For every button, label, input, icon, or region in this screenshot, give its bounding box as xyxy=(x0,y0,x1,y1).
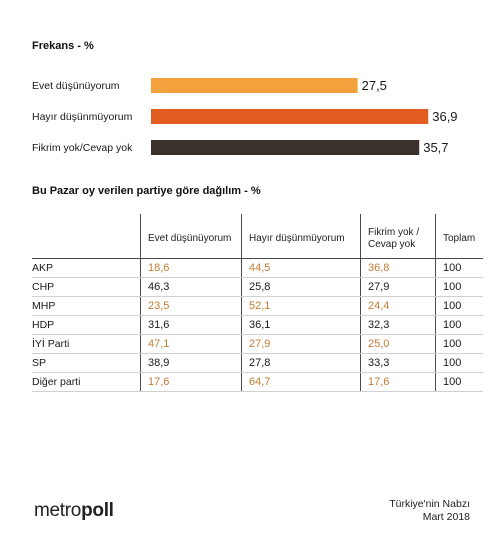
distribution-table: Evet düşünüyorum Hayır düşünmüyorum Fikr… xyxy=(32,214,483,392)
cell-toplam: 100 xyxy=(435,315,483,335)
cell-fikrim: 27,9 xyxy=(360,277,436,297)
bar-category-label: Fikrim yok/Cevap yok xyxy=(32,142,133,154)
table-row: Diğer parti 17,6 64,7 17,6 100 xyxy=(32,372,483,392)
cell-fikrim: 32,3 xyxy=(360,315,436,335)
cell-fikrim: 17,6 xyxy=(360,372,436,392)
cell-evet: 18,6 xyxy=(140,258,242,278)
cell-toplam: 100 xyxy=(435,258,483,278)
bar xyxy=(151,78,358,93)
brand-light: metro xyxy=(34,500,82,521)
cell-hayir: 44,5 xyxy=(241,258,361,278)
cell-hayir: 64,7 xyxy=(241,372,361,392)
row-party-name: SP xyxy=(32,353,141,373)
cell-fikrim: 33,3 xyxy=(360,353,436,373)
brand-bold: poll xyxy=(81,500,114,521)
bar-value-label: 35,7 xyxy=(423,140,448,155)
cell-hayir: 25,8 xyxy=(241,277,361,297)
table-header-evet: Evet düşünüyorum xyxy=(140,214,242,259)
cell-fikrim: 24,4 xyxy=(360,296,436,316)
cell-evet: 23,5 xyxy=(140,296,242,316)
distribution-table-title: Bu Pazar oy verilen partiye göre dağılım… xyxy=(32,185,261,197)
frequency-chart-title: Frekans - % xyxy=(32,40,94,52)
table-row: HDP 31,6 36,1 32,3 100 xyxy=(32,315,483,335)
table-header-party xyxy=(32,214,141,259)
cell-toplam: 100 xyxy=(435,296,483,316)
row-party-name: Diğer parti xyxy=(32,372,141,392)
table-header-fikrim: Fikrim yok / Cevap yok xyxy=(360,214,436,259)
bar-value-label: 36,9 xyxy=(432,109,457,124)
bar-value-label: 27,5 xyxy=(362,78,387,93)
frequency-bar-chart: Evet düşünüyorum 27,5 Hayır düşünmüyorum 36… xyxy=(32,78,458,155)
row-party-name: İYİ Parti xyxy=(32,334,141,354)
cell-hayir: 27,9 xyxy=(241,334,361,354)
bar-category-label: Evet düşünüyorum xyxy=(32,80,120,92)
table-header-toplam: Toplam xyxy=(435,214,483,259)
cell-evet: 46,3 xyxy=(140,277,242,297)
cell-toplam: 100 xyxy=(435,277,483,297)
cell-evet: 31,6 xyxy=(140,315,242,335)
cell-toplam: 100 xyxy=(435,372,483,392)
cell-hayir: 27,8 xyxy=(241,353,361,373)
cell-toplam: 100 xyxy=(435,353,483,373)
bar xyxy=(151,109,429,124)
cell-hayir: 52,1 xyxy=(241,296,361,316)
table-header-row: Evet düşünüyorum Hayır düşünmüyorum Fikr… xyxy=(32,214,483,259)
row-party-name: HDP xyxy=(32,315,141,335)
source-line-2: Mart 2018 xyxy=(422,511,470,523)
table-row: SP 38,9 27,8 33,3 100 xyxy=(32,353,483,373)
table-row: İYİ Parti 47,1 27,9 25,0 100 xyxy=(32,334,483,354)
source-note: Türkiye'nin Nabzı Mart 2018 xyxy=(389,498,470,524)
cell-evet: 47,1 xyxy=(140,334,242,354)
bar xyxy=(151,140,420,155)
cell-fikrim: 36,8 xyxy=(360,258,436,278)
cell-toplam: 100 xyxy=(435,334,483,354)
cell-hayir: 36,1 xyxy=(241,315,361,335)
cell-evet: 17,6 xyxy=(140,372,242,392)
bar-category-label: Hayır düşünmüyorum xyxy=(32,111,133,123)
table-row: AKP 18,6 44,5 36,8 100 xyxy=(32,258,483,278)
row-party-name: MHP xyxy=(32,296,141,316)
cell-fikrim: 25,0 xyxy=(360,334,436,354)
table-row: CHP 46,3 25,8 27,9 100 xyxy=(32,277,483,297)
table-row: MHP 23,5 52,1 24,4 100 xyxy=(32,296,483,316)
cell-evet: 38,9 xyxy=(140,353,242,373)
row-party-name: CHP xyxy=(32,277,141,297)
row-party-name: AKP xyxy=(32,258,141,278)
metropoll-logo: metropoll xyxy=(34,500,114,522)
source-line-1: Türkiye'nin Nabzı xyxy=(389,498,470,510)
table-header-hayir: Hayır düşünmüyorum xyxy=(241,214,361,259)
